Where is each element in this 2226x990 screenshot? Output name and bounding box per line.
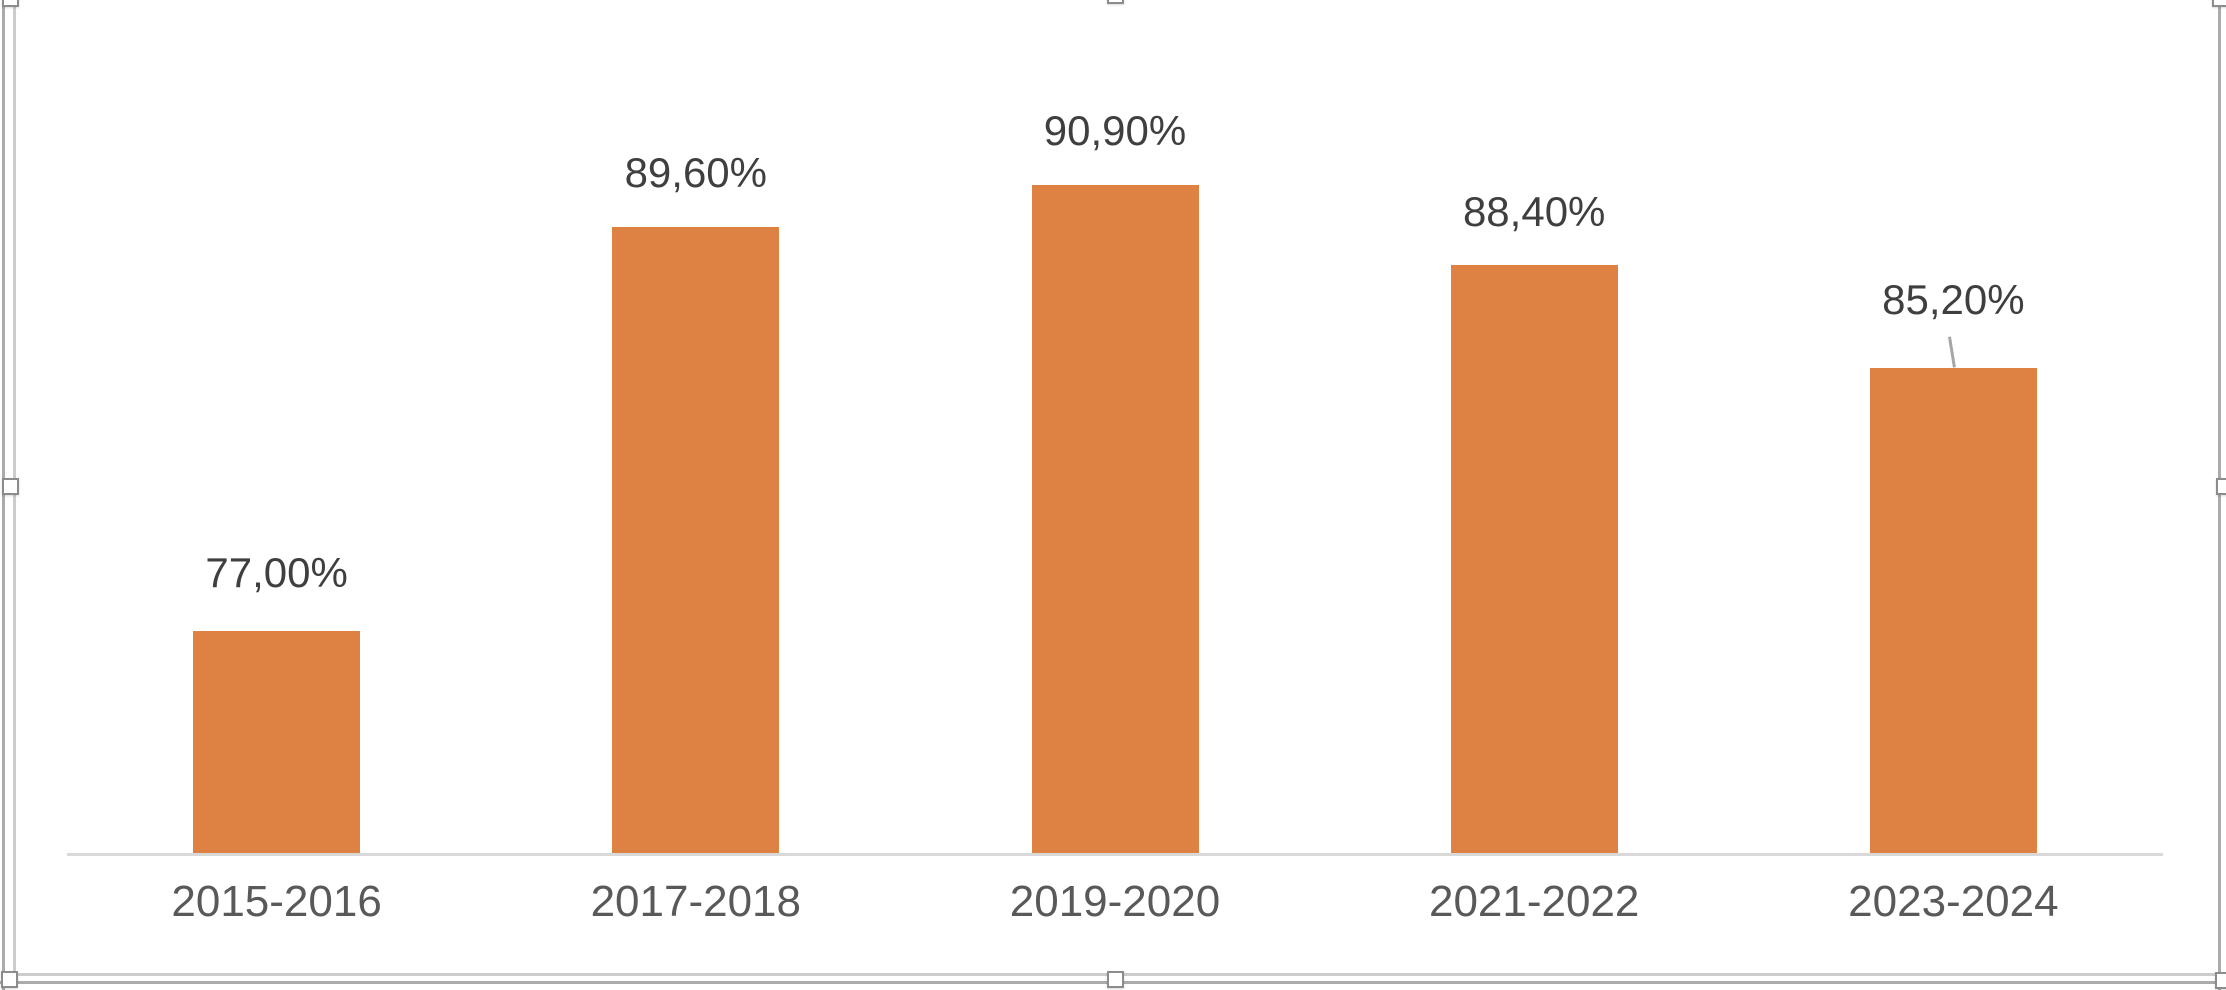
bar-2015-2016[interactable] xyxy=(193,630,361,855)
data-label-2021-2022: 88,40% xyxy=(1462,188,1606,236)
data-label-leader-line xyxy=(1948,336,1956,368)
data-label-2019-2020: 90,90% xyxy=(1043,106,1187,154)
x-axis-line xyxy=(67,853,2163,856)
selection-frame-right[interactable] xyxy=(2218,0,2221,990)
category-label-2017-2018: 2017-2018 xyxy=(590,877,801,926)
selection-handle-bottom-left[interactable] xyxy=(1,971,18,988)
selection-handle-bottom-right[interactable] xyxy=(2215,972,2226,989)
bar-2021-2022[interactable] xyxy=(1450,265,1618,855)
bar-2017-2018[interactable] xyxy=(612,226,780,855)
category-label-2021-2022: 2021-2022 xyxy=(1428,877,1640,926)
data-label-2017-2018: 89,60% xyxy=(624,148,768,196)
selection-handle-top-left[interactable] xyxy=(2,0,19,7)
selection-handle-right-middle[interactable] xyxy=(2216,478,2226,495)
data-label-2015-2016: 77,00% xyxy=(205,548,348,596)
bar-2019-2020[interactable] xyxy=(1031,184,1199,855)
category-label-2023-2024: 2023-2024 xyxy=(1848,877,2059,926)
selection-handle-top-center[interactable] xyxy=(1107,0,1124,4)
data-label-2023-2024: 85,20% xyxy=(1882,275,2025,323)
bar-2023-2024[interactable] xyxy=(1869,367,2037,855)
category-label-2015-2016: 2015-2016 xyxy=(171,877,382,926)
selection-handle-bottom-center[interactable] xyxy=(1107,971,1124,988)
selection-frame-left[interactable] xyxy=(2,0,5,990)
selection-handle-left-middle[interactable] xyxy=(2,478,19,495)
category-label-2019-2020: 2019-2020 xyxy=(1009,877,1221,926)
selection-handle-top-right[interactable] xyxy=(2212,0,2226,7)
